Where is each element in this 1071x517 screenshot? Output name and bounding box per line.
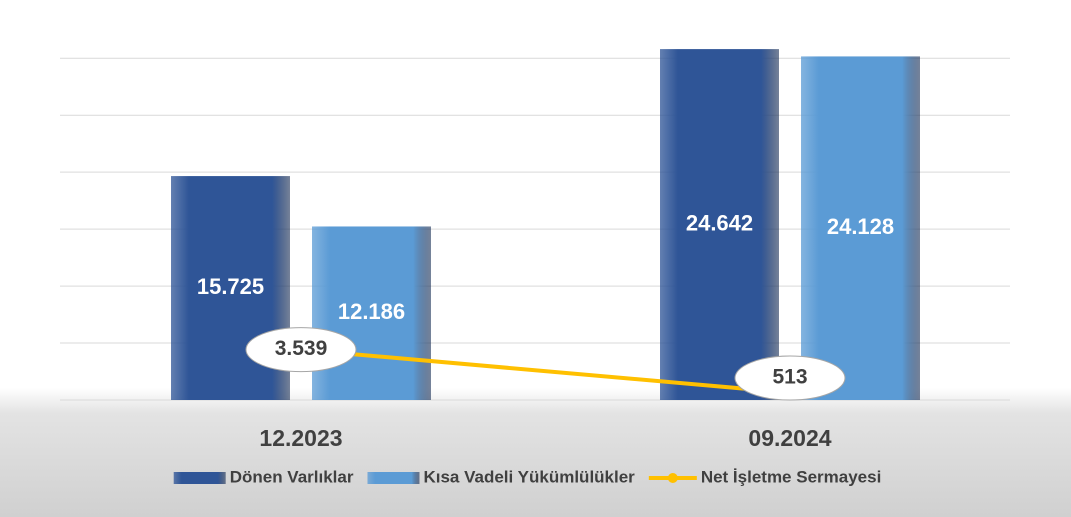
data-label-bubble [734,355,846,401]
data-label: 24.128 [827,214,894,239]
legend-swatch [173,472,226,484]
x-tick-label: 12.2023 [259,425,342,451]
bar [660,49,779,400]
data-label: 12.186 [338,299,405,324]
legend-swatch [367,472,420,484]
data-label: 15.725 [197,274,264,299]
x-tick-label: 09.2024 [748,425,831,451]
data-label: 3.539 [275,337,328,360]
bar [801,56,920,401]
data-label: 513 [772,366,807,389]
legend-label: Dönen Varlıklar [230,467,354,486]
data-label-bubble [245,327,357,373]
legend-marker [667,473,678,483]
legend-label: Net İşletme Sermayesi [701,467,882,486]
legend-label: Kısa Vadeli Yükümlülükler [423,467,635,486]
data-label: 24.642 [686,210,753,235]
line [300,347,791,395]
bar [312,226,431,400]
